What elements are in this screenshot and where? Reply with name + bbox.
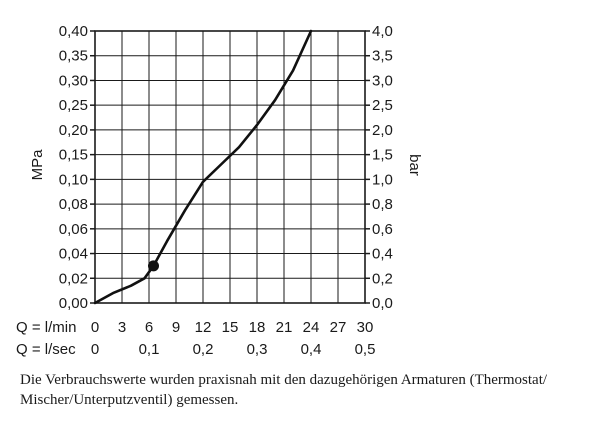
series-group [93,29,313,305]
y-right-tick-label: 1,0 [372,171,393,188]
x-lps-tick-label: 0,5 [355,341,376,358]
y-right-tick-label: 0,0 [372,295,393,312]
series-line [93,29,313,305]
y-right-tick-label: 4,0 [372,23,393,40]
x-axis-lps-label: Q = l/sec [16,341,76,358]
x-axis-lpm-label: Q = l/min [16,319,76,336]
y-axis-right-ticks: 0,0 0,2 0,4 0,6 0,8 1,0 1,5 2,0 2,5 3,0 3,5 4,0 [365,23,393,312]
y-left-tick-label: 0,15 [59,147,88,164]
x-lpm-tick-label: 18 [249,319,266,336]
x-lps-tick-label: 0,3 [247,341,268,358]
x-lps-tick-label: 0,4 [301,341,322,358]
x-axis-lps: Q = l/sec 0 0,1 0,2 0,3 0,4 0,5 [16,341,375,358]
y-left-tick-label: 0,40 [59,23,88,40]
y-left-tick-label: 0,20 [59,122,88,139]
x-lpm-tick-label: 3 [118,319,126,336]
y-left-tick-label: 0,00 [59,295,88,312]
x-lpm-tick-label: 27 [330,319,347,336]
y-right-tick-label: 0,8 [372,196,393,213]
y-left-tick-label: 0,25 [59,97,88,114]
x-lps-tick-label: 0,1 [139,341,160,358]
y-left-tick-label: 0,02 [59,270,88,287]
x-lpm-tick-label: 24 [303,319,320,336]
chart-caption: Die Verbrauchswerte wurden praxisnah mit… [20,372,548,408]
y-right-tick-label: 3,0 [372,72,393,89]
y-right-tick-label: 1,5 [372,147,393,164]
y-left-tick-label: 0,04 [59,246,88,263]
y-axis-left-title: MPa [29,149,46,181]
y-axis-right-title: bar [406,154,423,176]
y-left-tick-label: 0,06 [59,221,88,238]
x-lpm-tick-label: 6 [145,319,153,336]
y-left-tick-label: 0,08 [59,196,88,213]
y-right-tick-label: 2,0 [372,122,393,139]
y-right-tick-label: 0,4 [372,246,393,263]
series-marker-point [148,260,159,272]
x-lpm-tick-label: 21 [276,319,293,336]
y-left-tick-label: 0,30 [59,72,88,89]
x-lps-tick-label: 0 [91,341,99,358]
x-lpm-tick-label: 0 [91,319,99,336]
y-right-tick-label: 0,6 [372,221,393,238]
y-axis-left-ticks: 0,00 0,02 0,04 0,06 0,08 0,10 0,15 0,20 0,25 0,30… [59,23,95,312]
pressure-flow-chart: 0,000,020,040,060,080,100,150,200,250,30… [16,23,423,358]
plot-frame [94,30,366,304]
chart-grid [94,30,366,304]
x-lpm-tick-label: 15 [222,319,239,336]
x-lps-tick-label: 0,2 [193,341,214,358]
x-lpm-tick-label: 9 [172,319,180,336]
y-left-tick-label: 0,35 [59,48,88,65]
x-lpm-tick-label: 30 [357,319,374,336]
x-axis-lpm: Q = l/min 0 3 6 9 12 15 18 21 24 27 30 [16,319,373,336]
y-left-tick-label: 0,10 [59,171,88,188]
y-right-tick-label: 2,5 [372,97,393,114]
x-lpm-tick-label: 12 [195,319,212,336]
y-right-tick-label: 3,5 [372,48,393,65]
y-right-tick-label: 0,2 [372,270,393,287]
